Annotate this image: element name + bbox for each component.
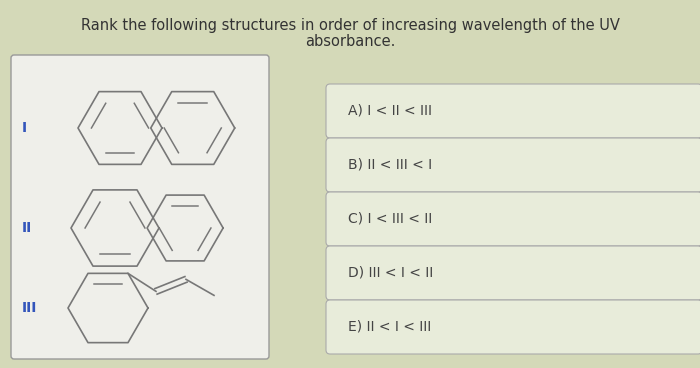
Text: E) II < I < III: E) II < I < III <box>348 320 431 334</box>
Text: III: III <box>22 301 37 315</box>
Text: D) III < I < II: D) III < I < II <box>348 266 433 280</box>
Text: A) I < II < III: A) I < II < III <box>348 104 432 118</box>
Text: I: I <box>22 121 27 135</box>
Text: B) II < III < I: B) II < III < I <box>348 158 432 172</box>
Text: absorbance.: absorbance. <box>304 34 395 49</box>
Text: Rank the following structures in order of increasing wavelength of the UV: Rank the following structures in order o… <box>80 18 620 33</box>
FancyBboxPatch shape <box>326 300 700 354</box>
FancyBboxPatch shape <box>326 192 700 246</box>
FancyBboxPatch shape <box>326 246 700 300</box>
FancyBboxPatch shape <box>11 55 269 359</box>
Text: II: II <box>22 221 32 235</box>
FancyBboxPatch shape <box>326 138 700 192</box>
Text: C) I < III < II: C) I < III < II <box>348 212 433 226</box>
FancyBboxPatch shape <box>326 84 700 138</box>
